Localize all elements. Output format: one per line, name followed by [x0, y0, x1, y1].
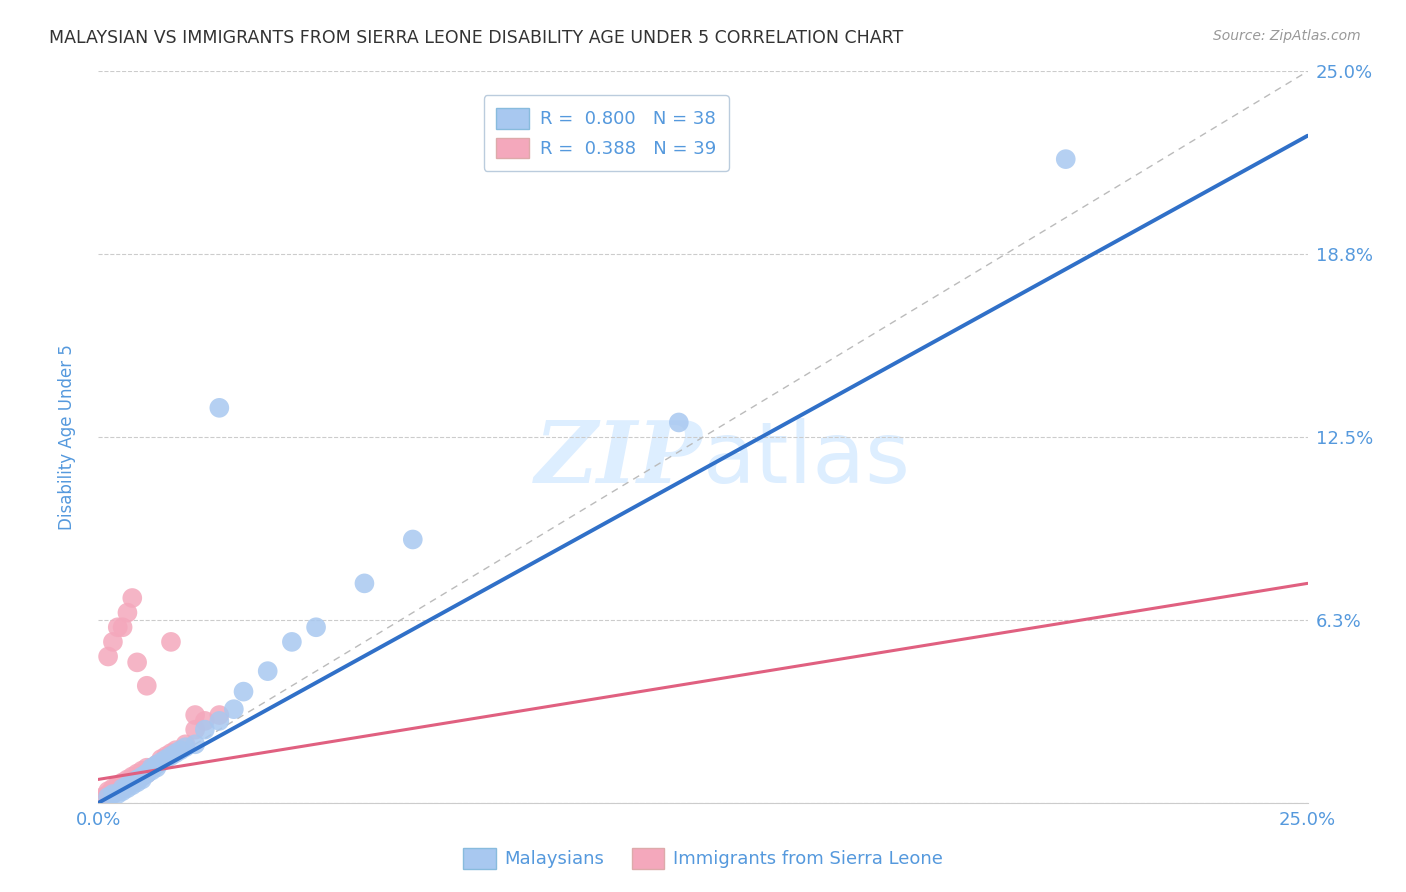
Point	[281, 635, 304, 649]
Point	[131, 769, 153, 783]
Point	[232, 684, 254, 698]
Point	[127, 772, 149, 787]
Point	[141, 761, 163, 775]
Point	[107, 778, 129, 792]
Point	[135, 679, 157, 693]
Point	[135, 766, 157, 780]
Point	[121, 778, 143, 792]
Point	[111, 781, 134, 796]
Legend: Malaysians, Immigrants from Sierra Leone: Malaysians, Immigrants from Sierra Leone	[456, 840, 950, 876]
Point	[111, 775, 134, 789]
Point	[184, 737, 207, 751]
Point	[145, 757, 167, 772]
Point	[97, 789, 120, 804]
Point	[155, 749, 177, 764]
Point	[145, 757, 167, 772]
Point	[668, 416, 690, 430]
Point	[160, 746, 183, 760]
Text: atlas: atlas	[703, 417, 911, 500]
Point	[165, 743, 187, 757]
Point	[127, 775, 149, 789]
Point	[141, 761, 163, 775]
Point	[127, 766, 149, 780]
Point	[174, 740, 197, 755]
Point	[131, 772, 153, 787]
Point	[101, 781, 124, 796]
Point	[121, 775, 143, 789]
Point	[127, 656, 149, 670]
Point	[97, 787, 120, 801]
Point	[135, 766, 157, 780]
Point	[145, 761, 167, 775]
Point	[121, 591, 143, 605]
Point	[121, 769, 143, 783]
Point	[222, 702, 245, 716]
Point	[117, 778, 139, 792]
Point	[160, 749, 183, 764]
Point	[184, 708, 207, 723]
Point	[111, 781, 134, 796]
Text: Source: ZipAtlas.com: Source: ZipAtlas.com	[1213, 29, 1361, 43]
Y-axis label: Disability Age Under 5: Disability Age Under 5	[58, 344, 76, 530]
Text: ZIP: ZIP	[536, 417, 703, 500]
Point	[111, 784, 134, 798]
Point	[117, 778, 139, 792]
Point	[150, 755, 173, 769]
Point	[91, 789, 114, 804]
Point	[117, 772, 139, 787]
Text: MALAYSIAN VS IMMIGRANTS FROM SIERRA LEONE DISABILITY AGE UNDER 5 CORRELATION CHA: MALAYSIAN VS IMMIGRANTS FROM SIERRA LEON…	[49, 29, 904, 46]
Point	[117, 781, 139, 796]
Point	[402, 533, 425, 547]
Point	[305, 620, 328, 634]
Point	[117, 606, 139, 620]
Legend: R =  0.800   N = 38, R =  0.388   N = 39: R = 0.800 N = 38, R = 0.388 N = 39	[484, 95, 728, 171]
Point	[131, 764, 153, 778]
Point	[127, 772, 149, 787]
Point	[107, 620, 129, 634]
Point	[131, 769, 153, 783]
Point	[160, 635, 183, 649]
Point	[184, 723, 207, 737]
Point	[101, 635, 124, 649]
Point	[208, 401, 231, 415]
Point	[208, 708, 231, 723]
Point	[155, 752, 177, 766]
Point	[97, 649, 120, 664]
Point	[1054, 152, 1077, 166]
Point	[194, 723, 217, 737]
Point	[141, 764, 163, 778]
Point	[194, 714, 217, 728]
Point	[135, 761, 157, 775]
Point	[135, 766, 157, 780]
Point	[97, 784, 120, 798]
Point	[174, 737, 197, 751]
Point	[353, 576, 375, 591]
Point	[150, 752, 173, 766]
Point	[169, 743, 191, 757]
Point	[165, 746, 187, 760]
Point	[101, 787, 124, 801]
Point	[256, 664, 278, 678]
Point	[121, 775, 143, 789]
Point	[107, 784, 129, 798]
Point	[208, 714, 231, 728]
Point	[107, 787, 129, 801]
Point	[111, 620, 134, 634]
Point	[101, 787, 124, 801]
